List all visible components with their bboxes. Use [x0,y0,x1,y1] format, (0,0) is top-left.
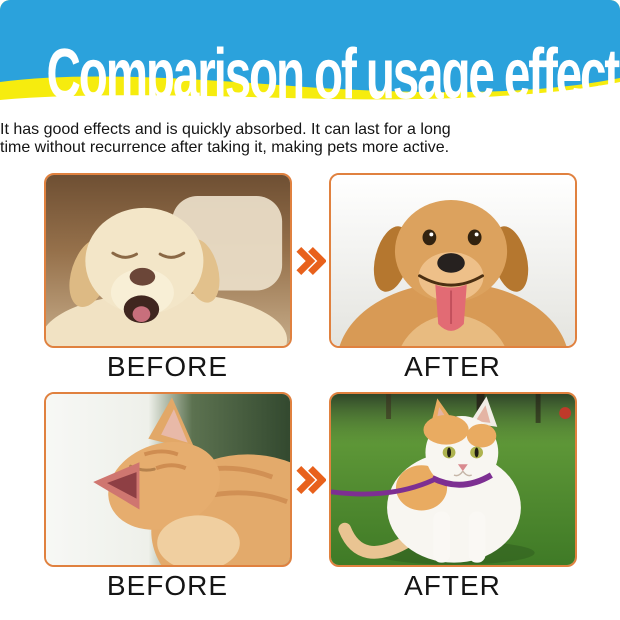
comparison-row-dog: BEFORE [0,173,620,386]
arrow-box-cat [292,392,329,567]
before-cat-illustration [45,394,290,565]
before-cat-label: BEFORE [106,570,229,601]
after-cat-illustration [330,394,575,565]
before-dog-cell: BEFORE [43,173,292,386]
after-dog-photo [328,173,577,348]
before-dog-label: BEFORE [106,351,229,382]
after-cat-photo [328,392,577,567]
arrow-box-dog [292,173,329,348]
before-cat-cell: BEFORE [43,392,292,605]
comparison-row-cat: BEFORE [0,392,620,605]
page-title: Comparison of usage effects [46,32,620,102]
header-wave-background [0,0,620,100]
header-banner: Comparison of usage effects [0,0,620,102]
double-chevron-right-icon [296,246,326,275]
before-dog-illustration [45,175,290,346]
after-dog-label: AFTER [404,351,501,382]
description-line-1: It has good effects and is quickly absor… [0,121,451,138]
double-chevron-right-icon [296,465,326,494]
description-line-2: time without recurrence after taking it,… [0,139,450,156]
after-dog-illustration [330,175,575,346]
after-cat-label: AFTER [404,570,501,601]
before-cat-photo [43,392,292,567]
before-dog-photo [43,173,292,348]
after-cat-cell: AFTER [328,392,577,605]
after-dog-cell: AFTER [328,173,577,386]
